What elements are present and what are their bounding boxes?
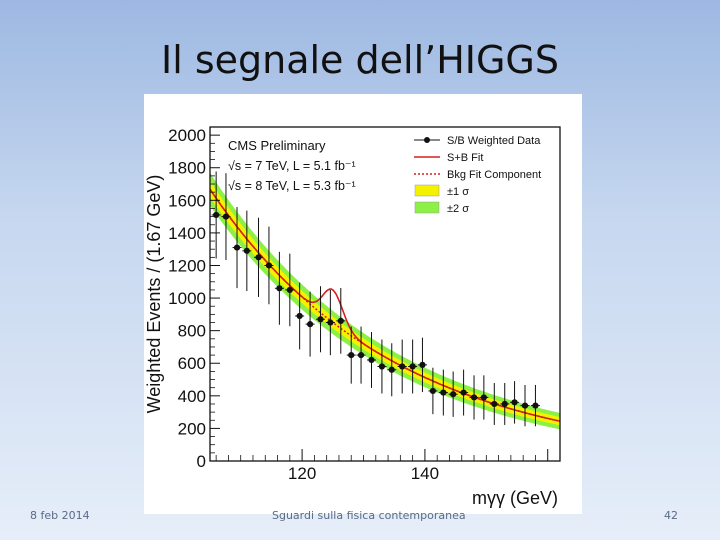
data-point bbox=[213, 211, 220, 219]
data-point bbox=[265, 262, 273, 269]
legend-band-swatch bbox=[414, 184, 440, 197]
data-point bbox=[501, 400, 508, 408]
data-point bbox=[255, 254, 262, 261]
sb-fit-curve bbox=[210, 188, 560, 422]
y-tick-label: 600 bbox=[178, 354, 206, 373]
data-point bbox=[296, 312, 303, 320]
legend-label: S/B Weighted Data bbox=[447, 135, 541, 147]
y-tick-label: 2000 bbox=[168, 126, 206, 145]
data-point bbox=[222, 213, 230, 220]
data-point bbox=[327, 319, 334, 326]
bkg-fit-curve bbox=[210, 188, 560, 422]
data-point bbox=[460, 389, 467, 396]
band-1-sigma bbox=[210, 180, 560, 426]
energy-label-7tev: √s = 7 TeV, L = 5.1 fb⁻¹ bbox=[228, 159, 356, 173]
data-point bbox=[532, 402, 539, 409]
fit-curves bbox=[210, 188, 560, 422]
data-points bbox=[211, 171, 540, 427]
x-tick-label: 140 bbox=[411, 464, 439, 483]
legend-label: ±1 σ bbox=[447, 186, 469, 198]
y-tick-label: 1000 bbox=[168, 289, 206, 308]
data-point bbox=[419, 361, 426, 368]
data-point bbox=[511, 399, 518, 406]
y-tick-label: 400 bbox=[178, 387, 206, 406]
data-point bbox=[306, 321, 314, 328]
experiment-label: CMS Preliminary bbox=[228, 138, 326, 153]
data-point bbox=[357, 351, 365, 359]
axes: 0 200 400 600 800 1000 1200 1400 1600 1800 2000 120… bbox=[168, 126, 561, 483]
x-tick-label: 120 bbox=[288, 464, 316, 483]
data-point bbox=[378, 363, 386, 370]
legend-label: Bkg Fit Component bbox=[447, 169, 541, 181]
higgs-plot: 0 200 400 600 800 1000 1200 1400 1600 1800 2000 120… bbox=[144, 126, 561, 508]
energy-label-8tev: √s = 8 TeV, L = 5.3 fb⁻¹ bbox=[228, 179, 356, 193]
legend-band-swatch bbox=[414, 201, 440, 214]
y-axis-label: Weighted Events / (1.67 GeV) bbox=[144, 175, 164, 414]
data-point bbox=[348, 351, 355, 359]
uncertainty-bands bbox=[210, 172, 560, 430]
data-point bbox=[480, 394, 487, 401]
legend-label: S+B Fit bbox=[447, 152, 483, 164]
y-tick-label: 1600 bbox=[168, 191, 206, 210]
data-point bbox=[491, 400, 498, 408]
page-number: 42 bbox=[664, 509, 678, 522]
data-point bbox=[233, 244, 241, 251]
data-point bbox=[317, 316, 324, 323]
slide-title: Il segnale dell’HIGGS bbox=[160, 38, 560, 82]
plot-panel: 0 200 400 600 800 1000 1200 1400 1600 1800 2000 120… bbox=[144, 94, 582, 514]
data-point bbox=[450, 391, 457, 398]
x-axis-label: mγγ (GeV) bbox=[472, 488, 558, 508]
data-point bbox=[470, 394, 478, 401]
footer-date: 8 feb 2014 bbox=[30, 509, 90, 522]
footer-title: Sguardi sulla fisica contemporanea bbox=[272, 509, 466, 522]
y-tick-label: 200 bbox=[178, 419, 206, 438]
y-tick-label: 800 bbox=[178, 322, 206, 341]
legend-label: ±2 σ bbox=[447, 203, 469, 215]
y-tick-label: 0 bbox=[197, 452, 206, 471]
data-point bbox=[337, 317, 344, 324]
data-point bbox=[429, 387, 436, 395]
plot-frame bbox=[209, 126, 561, 462]
data-point bbox=[409, 363, 416, 370]
data-point bbox=[388, 366, 395, 373]
data-point bbox=[440, 389, 447, 396]
legend-marker bbox=[424, 137, 430, 143]
data-point bbox=[243, 247, 250, 254]
data-point bbox=[276, 285, 283, 292]
data-point bbox=[521, 402, 529, 409]
y-tick-label: 1200 bbox=[168, 256, 206, 275]
y-tick-label: 1800 bbox=[168, 159, 206, 178]
band-2-sigma bbox=[210, 172, 560, 430]
y-tick-label: 1400 bbox=[168, 224, 206, 243]
legend: S/B Weighted Data S+B Fit Bkg Fit Componen… bbox=[414, 135, 541, 215]
data-point bbox=[368, 356, 375, 364]
data-point bbox=[399, 363, 406, 370]
data-point bbox=[286, 286, 293, 294]
